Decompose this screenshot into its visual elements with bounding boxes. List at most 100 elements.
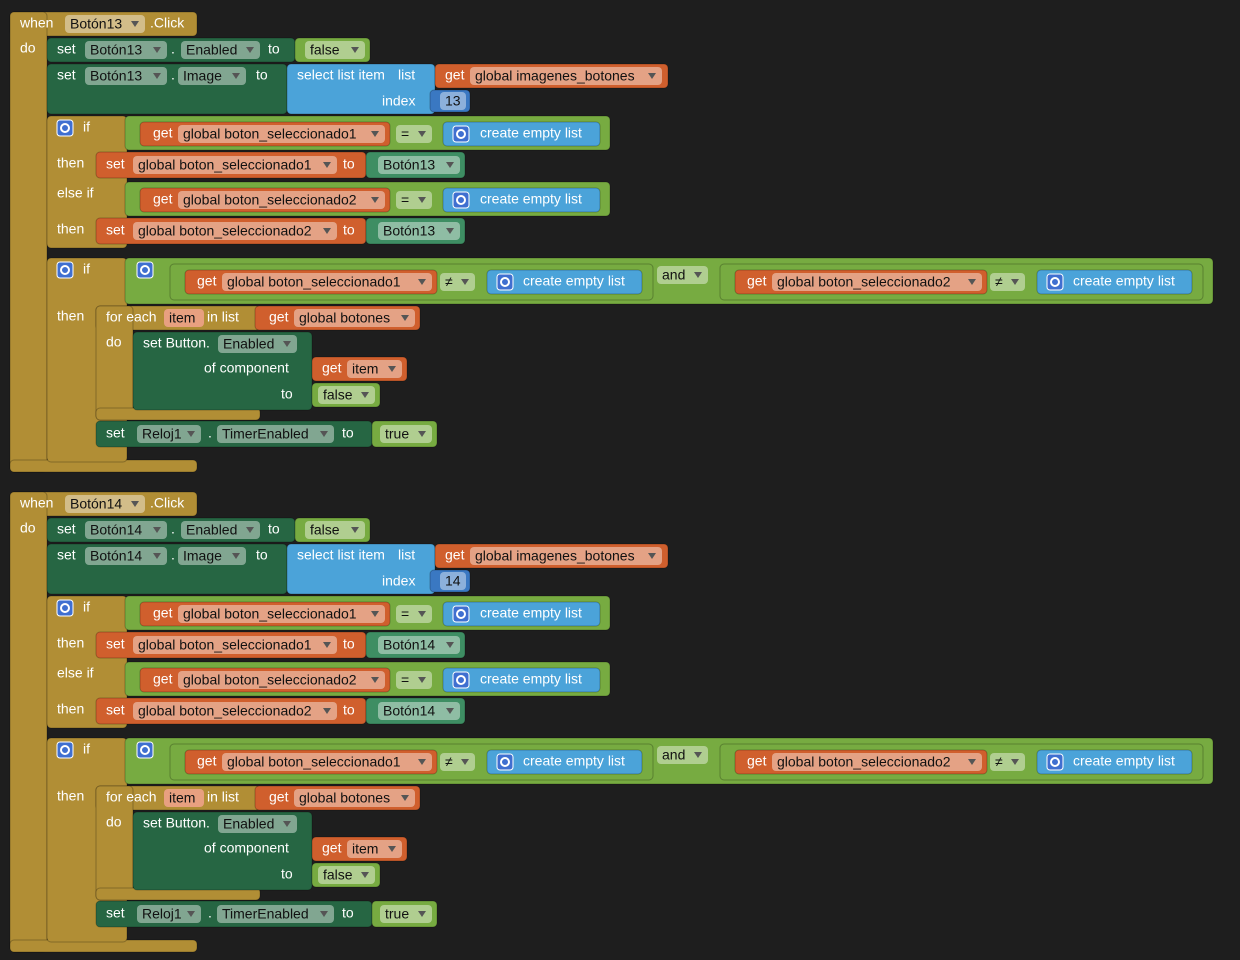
- field-background: [380, 905, 432, 923]
- dropdown-arrow[interactable]: [371, 131, 379, 137]
- dropdown-arrow[interactable]: [320, 431, 328, 437]
- dropdown-arrow[interactable]: [418, 279, 426, 285]
- dropdown-arrow[interactable]: [187, 911, 195, 917]
- dropdown-arrow[interactable]: [361, 392, 369, 398]
- dropdown-arrow[interactable]: [461, 279, 469, 285]
- keyword: get: [445, 67, 465, 83]
- dropdown-arrow[interactable]: [283, 821, 291, 827]
- dropdown-arrow[interactable]: [968, 279, 976, 285]
- field: global boton_seleccionado1: [183, 126, 357, 142]
- dropdown-arrow[interactable]: [446, 162, 454, 168]
- dropdown-arrow[interactable]: [153, 73, 161, 79]
- dropdown-arrow[interactable]: [401, 315, 409, 321]
- keyword: to: [256, 547, 268, 563]
- field-background: [133, 636, 337, 654]
- mutator-icon[interactable]: [1046, 753, 1064, 771]
- dropdown-arrow[interactable]: [246, 47, 254, 53]
- keyword: create empty list: [1073, 753, 1175, 769]
- mutator-icon[interactable]: [496, 273, 514, 291]
- dropdown-arrow[interactable]: [446, 228, 454, 234]
- mutator-icon[interactable]: [1046, 273, 1064, 291]
- dropdown-arrow[interactable]: [323, 228, 331, 234]
- dropdown-arrow[interactable]: [323, 642, 331, 648]
- dropdown-arrow[interactable]: [351, 527, 359, 533]
- dropdown-arrow[interactable]: [418, 759, 426, 765]
- field-background: [347, 360, 402, 378]
- dropdown-arrow[interactable]: [1011, 279, 1019, 285]
- get-block: [139, 121, 391, 147]
- field: =: [401, 192, 409, 208]
- dropdown-arrow[interactable]: [232, 73, 240, 79]
- keyword: set: [57, 547, 76, 563]
- keyword: create empty list: [1073, 273, 1175, 289]
- dropdown-arrow[interactable]: [187, 431, 195, 437]
- mutator-icon[interactable]: [452, 191, 470, 209]
- dropdown-arrow[interactable]: [694, 752, 702, 758]
- dropdown-arrow[interactable]: [694, 272, 702, 278]
- dropdown-arrow[interactable]: [153, 553, 161, 559]
- dropdown-arrow[interactable]: [388, 846, 396, 852]
- dropdown-arrow[interactable]: [323, 162, 331, 168]
- mutator-icon[interactable]: [452, 125, 470, 143]
- dropdown-arrow[interactable]: [153, 527, 161, 533]
- dropdown-arrow[interactable]: [371, 677, 379, 683]
- dropdown-arrow[interactable]: [648, 553, 656, 559]
- dropdown-arrow[interactable]: [418, 431, 426, 437]
- dropdown-arrow[interactable]: [446, 708, 454, 714]
- field-background: [133, 156, 337, 174]
- dropdown-arrow[interactable]: [283, 341, 291, 347]
- mutator-icon[interactable]: [56, 119, 74, 137]
- mutator-icon[interactable]: [136, 261, 154, 279]
- keyword: get: [197, 273, 217, 289]
- dropdown-arrow[interactable]: [371, 611, 379, 617]
- dropdown-arrow[interactable]: [388, 366, 396, 372]
- field: and: [662, 267, 685, 283]
- field: =: [401, 126, 409, 142]
- boolean-block: [371, 420, 438, 448]
- mutator-icon-gear: [60, 123, 70, 133]
- dropdown-arrow[interactable]: [371, 197, 379, 203]
- dropdown-arrow[interactable]: [418, 677, 426, 683]
- dropdown-arrow[interactable]: [401, 795, 409, 801]
- dropdown-arrow[interactable]: [323, 708, 331, 714]
- keyword: get: [445, 547, 465, 563]
- mutator-icon[interactable]: [56, 599, 74, 617]
- field-background: [164, 309, 204, 327]
- dropdown-arrow[interactable]: [351, 47, 359, 53]
- get-block: [434, 543, 669, 569]
- mutator-icon[interactable]: [452, 671, 470, 689]
- field: ≠: [995, 274, 1003, 290]
- field: ≠: [445, 754, 453, 770]
- dropdown-arrow[interactable]: [232, 553, 240, 559]
- dropdown-arrow[interactable]: [648, 73, 656, 79]
- field-background: [65, 15, 145, 33]
- dropdown-arrow[interactable]: [968, 759, 976, 765]
- mutator-icon[interactable]: [496, 753, 514, 771]
- dropdown-arrow[interactable]: [1011, 759, 1019, 765]
- mutator-icon[interactable]: [136, 741, 154, 759]
- field-background: [222, 273, 432, 291]
- loop-variable: item: [169, 790, 195, 806]
- field: false: [310, 522, 340, 538]
- dropdown-arrow[interactable]: [131, 21, 139, 27]
- dropdown-arrow[interactable]: [246, 527, 254, 533]
- dropdown-arrow[interactable]: [361, 872, 369, 878]
- dropdown-arrow[interactable]: [153, 47, 161, 53]
- dropdown-arrow[interactable]: [418, 197, 426, 203]
- dropdown-arrow[interactable]: [461, 759, 469, 765]
- dropdown-arrow[interactable]: [320, 911, 328, 917]
- keyword: set Button.: [143, 335, 210, 351]
- dropdown-arrow[interactable]: [418, 131, 426, 137]
- dropdown-arrow[interactable]: [446, 642, 454, 648]
- mutator-icon[interactable]: [56, 261, 74, 279]
- keyword: to: [268, 41, 280, 57]
- keyword: to: [343, 636, 355, 652]
- dropdown-arrow[interactable]: [131, 501, 139, 507]
- mutator-icon[interactable]: [56, 741, 74, 759]
- mutator-icon[interactable]: [452, 605, 470, 623]
- dropdown-arrow[interactable]: [418, 911, 426, 917]
- keyword: create empty list: [480, 671, 582, 687]
- field-background: [85, 67, 167, 85]
- field-background: [396, 605, 432, 623]
- dropdown-arrow[interactable]: [418, 611, 426, 617]
